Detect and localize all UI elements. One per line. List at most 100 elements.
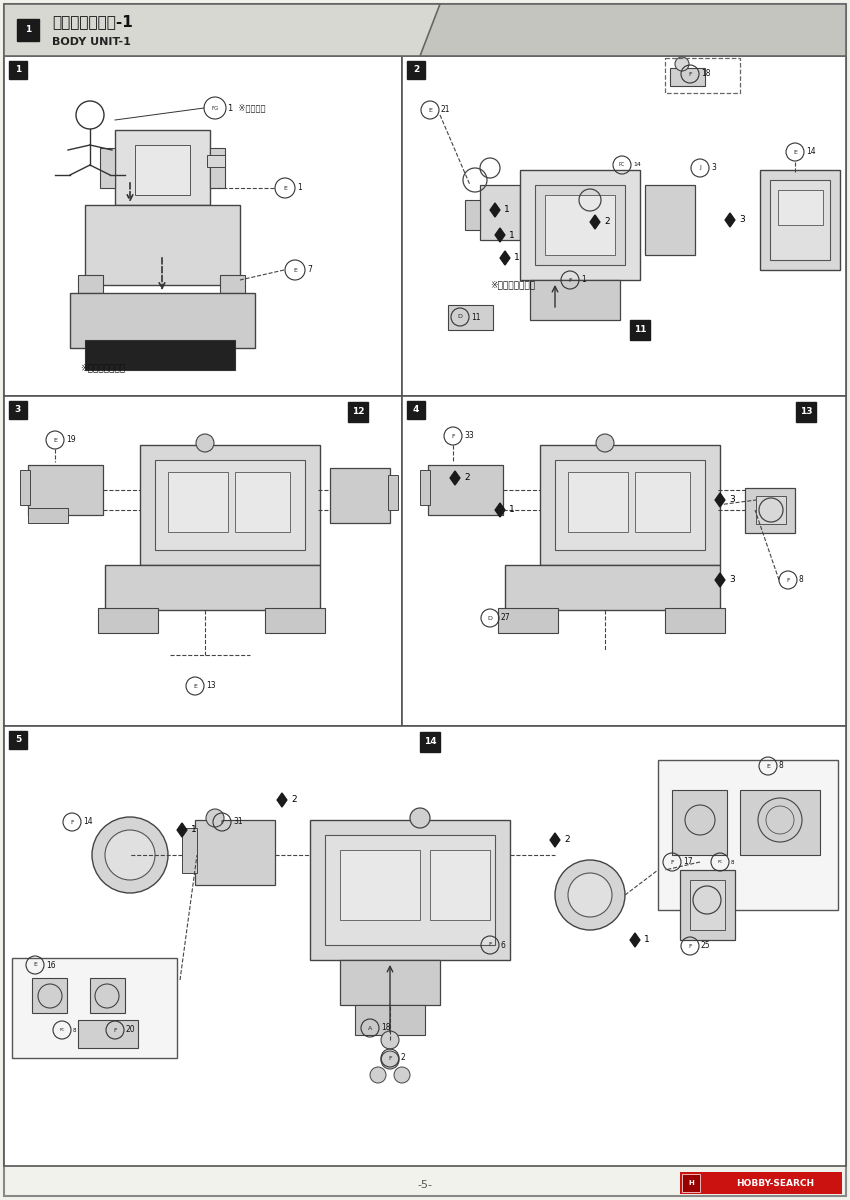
Polygon shape [590, 215, 600, 229]
Text: 12: 12 [352, 408, 365, 416]
Text: E: E [766, 763, 770, 768]
Text: F: F [670, 859, 674, 864]
Polygon shape [490, 203, 500, 217]
Text: PC: PC [717, 860, 722, 864]
Circle shape [410, 808, 430, 828]
Bar [665, 58, 740, 92]
Polygon shape [177, 823, 187, 838]
Bar [428, 464, 503, 515]
Text: 1: 1 [25, 25, 31, 35]
Bar [796, 402, 816, 422]
Bar [70, 293, 255, 348]
Text: 11: 11 [634, 325, 646, 335]
Bar [430, 850, 490, 920]
Text: FG: FG [212, 106, 218, 110]
Text: 2: 2 [291, 796, 297, 804]
Text: 27: 27 [501, 613, 511, 623]
Text: 2: 2 [464, 474, 469, 482]
Bar [420, 470, 430, 505]
Text: 胴体の組み立て-1: 胴体の組み立て-1 [52, 14, 133, 30]
Text: 25: 25 [701, 942, 711, 950]
Text: 3: 3 [729, 496, 734, 504]
Text: 3: 3 [729, 576, 734, 584]
Text: 1: 1 [509, 230, 515, 240]
Bar [465, 200, 480, 230]
Polygon shape [550, 833, 560, 847]
Bar [448, 305, 493, 330]
Text: J: J [699, 166, 701, 170]
Bar [32, 978, 67, 1013]
Circle shape [568, 874, 612, 917]
Bar [355, 1006, 425, 1034]
Bar [545, 194, 615, 254]
Bar [555, 460, 705, 550]
Text: 1: 1 [14, 66, 21, 74]
Bar [420, 732, 440, 752]
Circle shape [394, 1067, 410, 1082]
Bar [630, 320, 650, 340]
Bar [680, 1172, 842, 1194]
Text: 2: 2 [604, 217, 609, 227]
Text: 2: 2 [564, 835, 570, 845]
Text: 14: 14 [423, 738, 436, 746]
Bar [105, 565, 320, 610]
Text: ※切り出し注意！: ※切り出し注意！ [80, 364, 125, 372]
Bar [210, 148, 225, 188]
Text: 3: 3 [14, 406, 21, 414]
Polygon shape [715, 493, 725, 506]
Bar [505, 565, 720, 610]
Text: F: F [388, 1056, 392, 1061]
Bar [78, 1020, 138, 1048]
Text: PC: PC [60, 1028, 65, 1032]
Polygon shape [450, 470, 460, 485]
Text: 20: 20 [126, 1026, 136, 1034]
Text: 1: 1 [191, 826, 196, 834]
Bar [9, 731, 27, 749]
Bar [4, 726, 846, 1166]
Text: 14: 14 [633, 162, 641, 168]
Text: 7: 7 [307, 265, 312, 275]
Text: F: F [488, 942, 492, 948]
Text: D: D [457, 314, 462, 319]
Text: F: F [688, 943, 692, 948]
Circle shape [92, 817, 168, 893]
Bar [310, 820, 510, 960]
Polygon shape [715, 572, 725, 587]
Text: F: F [688, 72, 692, 77]
Bar [740, 790, 820, 854]
Bar [140, 445, 320, 565]
Bar [4, 396, 402, 726]
Text: E: E [283, 186, 287, 191]
Bar [540, 445, 720, 565]
Bar [402, 56, 846, 396]
Text: PC: PC [619, 162, 625, 168]
Bar [4, 4, 846, 56]
Bar [4, 56, 402, 396]
Bar [28, 464, 103, 515]
Text: F: F [568, 277, 572, 282]
Text: F: F [71, 820, 74, 824]
Text: 4: 4 [413, 406, 419, 414]
Text: 1  ※接着推奨: 1 ※接着推奨 [228, 103, 265, 113]
Bar [115, 130, 210, 205]
Text: 2: 2 [413, 66, 419, 74]
Bar [20, 470, 30, 505]
Circle shape [196, 434, 214, 452]
Text: 13: 13 [800, 408, 813, 416]
Text: E: E [33, 962, 37, 967]
Bar [340, 960, 440, 1006]
Circle shape [381, 1051, 399, 1069]
Bar [235, 472, 290, 532]
Text: 1: 1 [504, 205, 510, 215]
Bar [680, 870, 735, 940]
Text: 5: 5 [14, 736, 21, 744]
Bar [535, 185, 625, 265]
Polygon shape [495, 228, 505, 242]
Text: 8: 8 [779, 762, 784, 770]
Circle shape [370, 1067, 386, 1082]
Bar [690, 880, 725, 930]
Text: F: F [786, 577, 790, 582]
Bar [220, 275, 245, 293]
Bar [85, 205, 240, 284]
Text: BODY UNIT-1: BODY UNIT-1 [52, 37, 131, 47]
